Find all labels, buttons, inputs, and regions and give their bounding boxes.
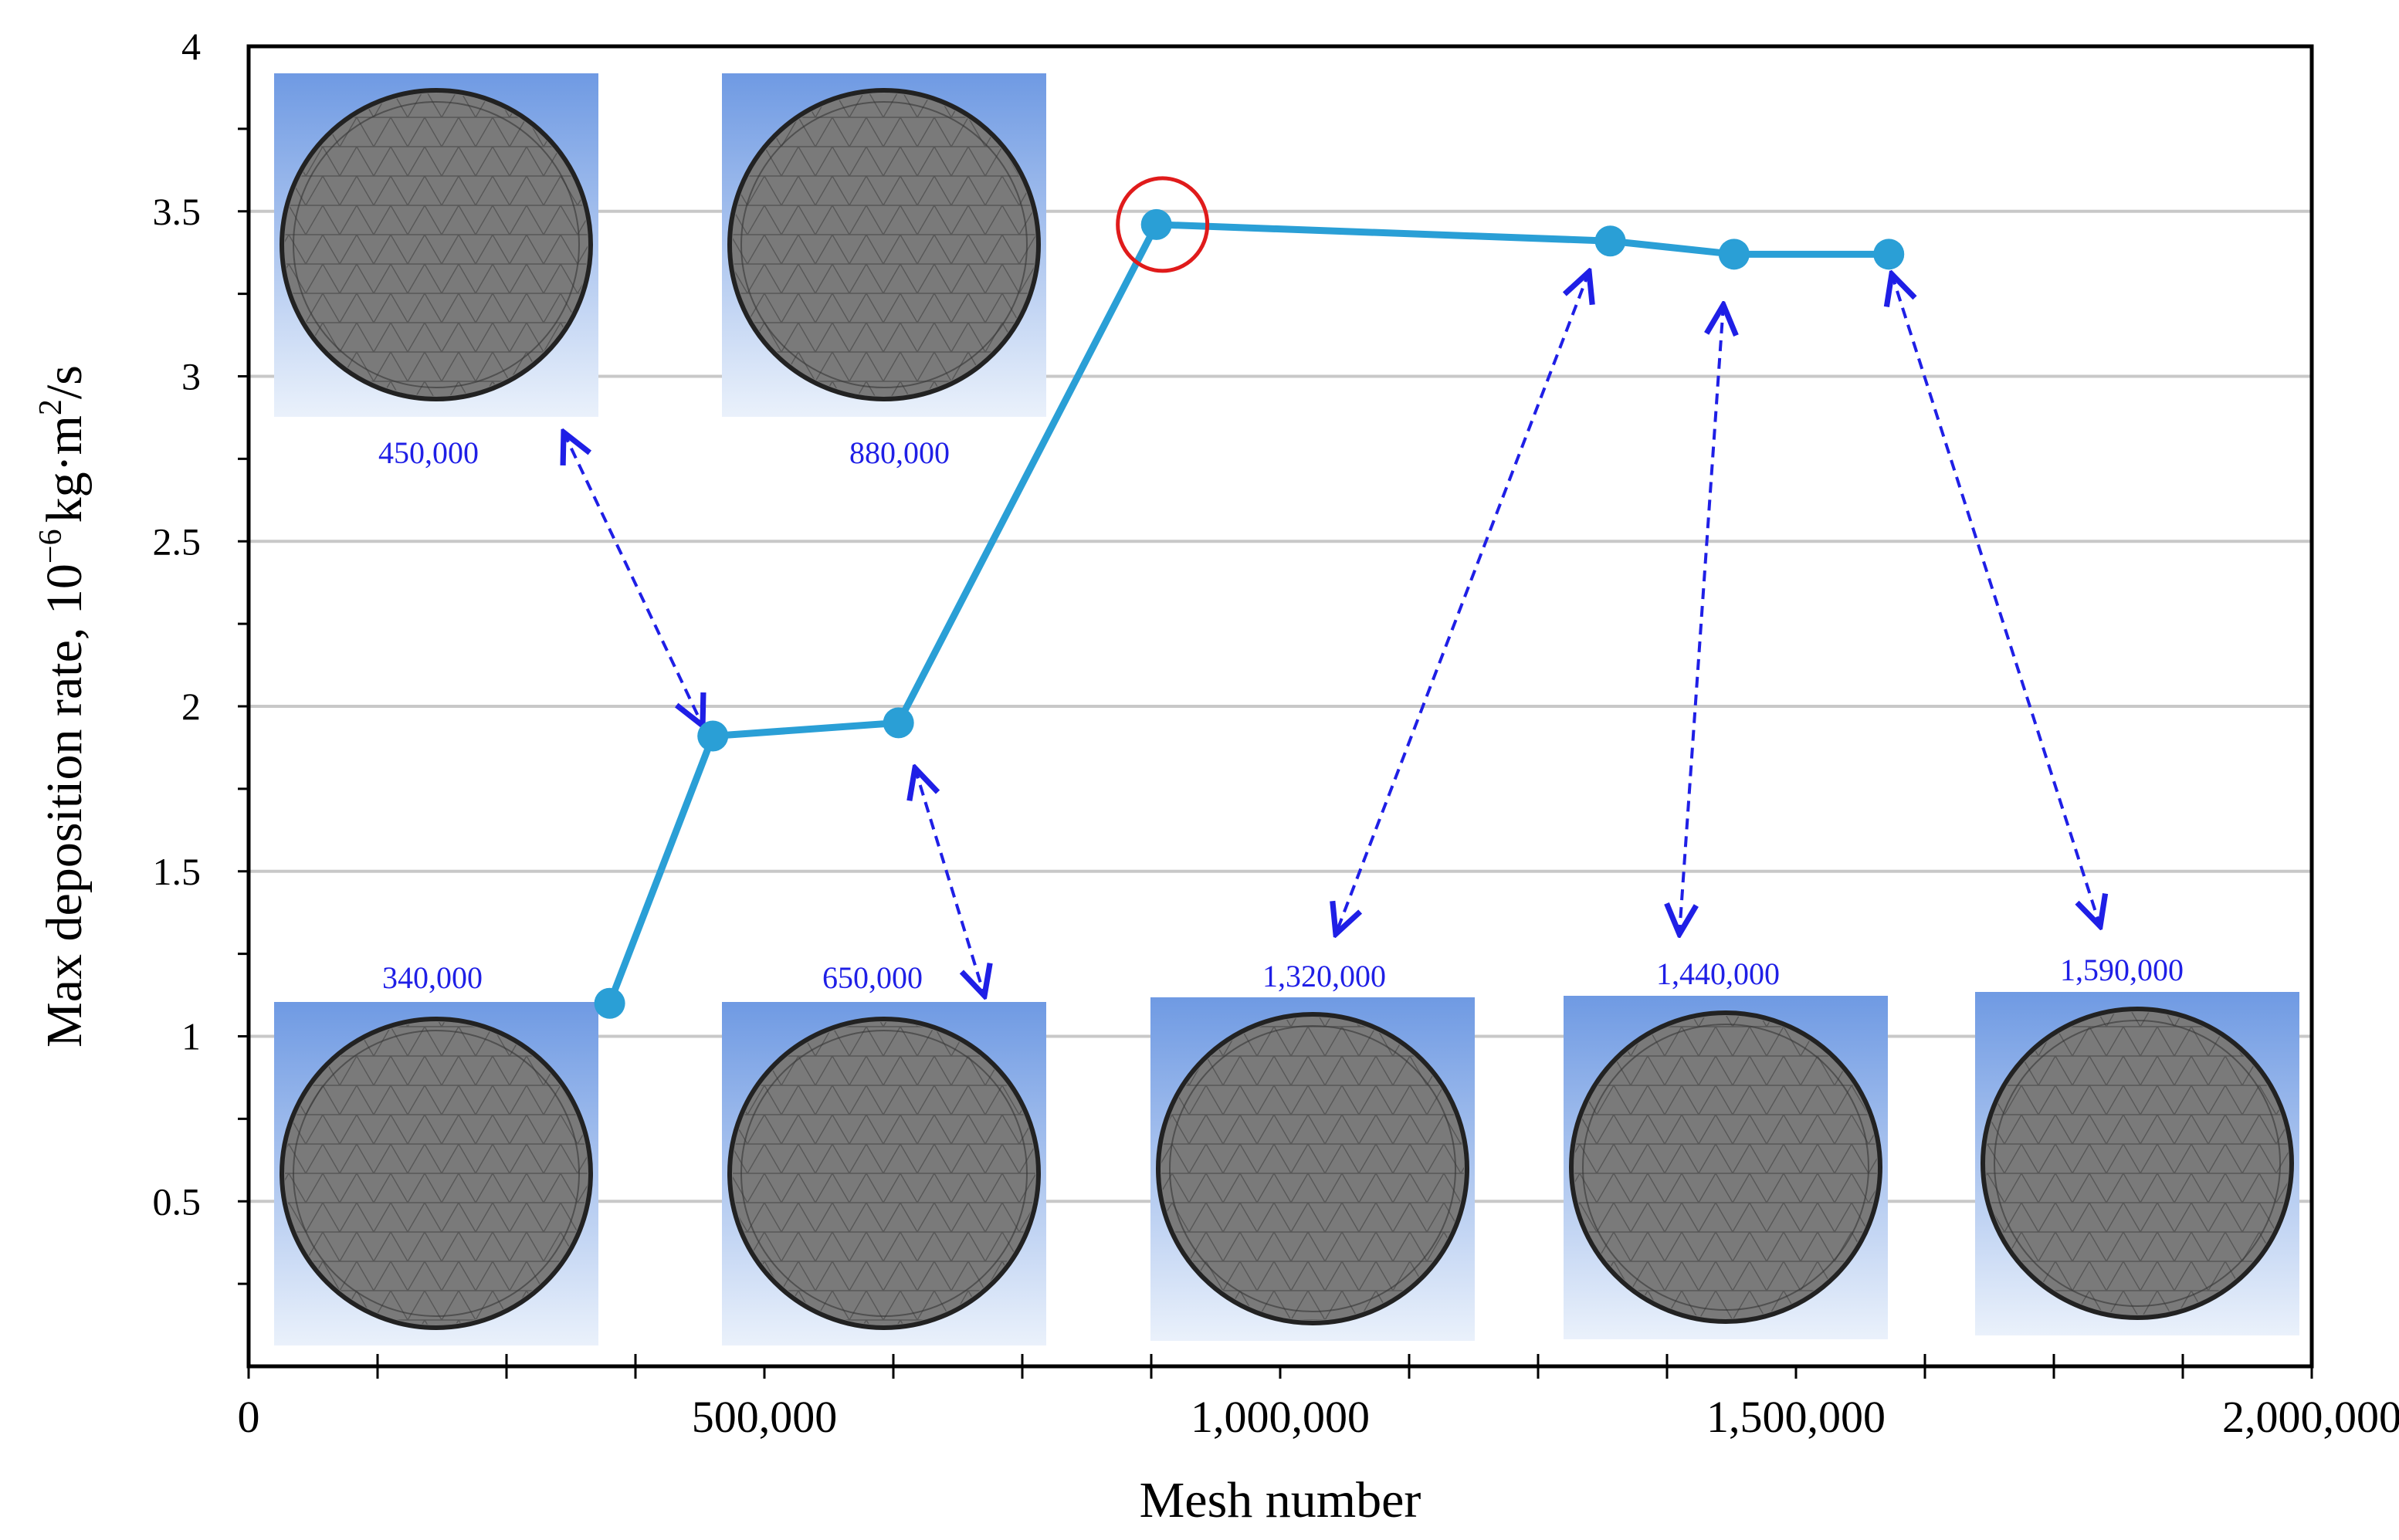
mesh-triangles — [733, 93, 1035, 396]
y-tick-label: 4 — [181, 25, 201, 68]
dashed-arrow — [1679, 305, 1723, 934]
y-axis-title: Max deposition rate, 10−6 kg·m2/s — [33, 365, 93, 1048]
y-tick-labels: 0.5 1 1.5 2 2.5 3 3.5 4 — [153, 25, 202, 1223]
dashed-arrow — [1336, 272, 1589, 934]
mesh-image: 880,000 — [722, 73, 1046, 470]
data-point — [595, 988, 625, 1019]
mesh-size-label: 650,000 — [822, 960, 923, 995]
y-axis-title-unit-exp: 2 — [33, 399, 69, 415]
data-point — [1873, 239, 1904, 269]
data-point — [1595, 225, 1626, 256]
mesh-triangles — [1161, 1017, 1464, 1320]
data-point — [697, 720, 728, 751]
mesh-size-label: 450,000 — [378, 435, 479, 470]
mesh-size-label: 1,440,000 — [1656, 956, 1780, 991]
y-tick-label: 1 — [181, 1015, 201, 1058]
mesh-image: 650,000 — [722, 960, 1046, 1345]
y-tick-label: 3.5 — [153, 190, 202, 233]
mesh-triangles — [733, 1022, 1035, 1325]
y-axis-title-tail: /s — [36, 365, 93, 399]
mesh-size-label: 880,000 — [849, 435, 950, 470]
mesh-image: 450,000 — [274, 73, 598, 470]
y-tick-label: 1.5 — [153, 850, 202, 893]
mesh-image: 340,000 — [274, 960, 598, 1345]
x-tick-label: 1,000,000 — [1191, 1392, 1370, 1442]
mesh-image: 1,440,000 — [1564, 956, 1888, 1339]
y-tick-label: 0.5 — [153, 1180, 202, 1223]
x-tick-labels: 0 500,000 1,000,000 1,500,000 2,000,000 — [238, 1392, 2399, 1442]
data-point — [1141, 209, 1172, 240]
data-point — [883, 707, 914, 738]
mesh-triangles — [285, 93, 588, 396]
y-axis-title-exp: −6 — [33, 529, 69, 564]
y-tick-label: 2 — [181, 685, 201, 728]
mesh-size-label: 340,000 — [382, 960, 483, 995]
dashed-arrow — [564, 432, 703, 726]
mesh-image: 1,320,000 — [1150, 959, 1475, 1341]
y-tick-label: 3 — [181, 355, 201, 398]
mesh-images: 340,000 450,000 650,000 880,000 1,320,000 1,4… — [274, 73, 2299, 1345]
x-tick-label: 500,000 — [692, 1392, 838, 1442]
y-tick-label: 2.5 — [153, 520, 202, 563]
x-axis-title: Mesh number — [1140, 1472, 1421, 1528]
mesh-triangles — [1986, 1012, 2289, 1315]
mesh-triangles — [285, 1022, 588, 1325]
y-axis-title-unit: kg·m — [36, 415, 93, 523]
mesh-image: 1,590,000 — [1975, 953, 2299, 1335]
x-tick-label: 1,500,000 — [1706, 1392, 1886, 1442]
x-tick-label: 0 — [238, 1392, 260, 1442]
mesh-size-label: 1,320,000 — [1262, 959, 1386, 993]
mesh-triangles — [1574, 1016, 1877, 1318]
mesh-size-label: 1,590,000 — [2060, 953, 2184, 987]
dashed-arrow — [915, 768, 984, 996]
y-axis-title-main: Max deposition rate, 10 — [36, 564, 93, 1048]
x-tick-label: 2,000,000 — [2222, 1392, 2399, 1442]
dashed-arrow — [1892, 274, 2100, 926]
data-point — [1719, 239, 1750, 269]
